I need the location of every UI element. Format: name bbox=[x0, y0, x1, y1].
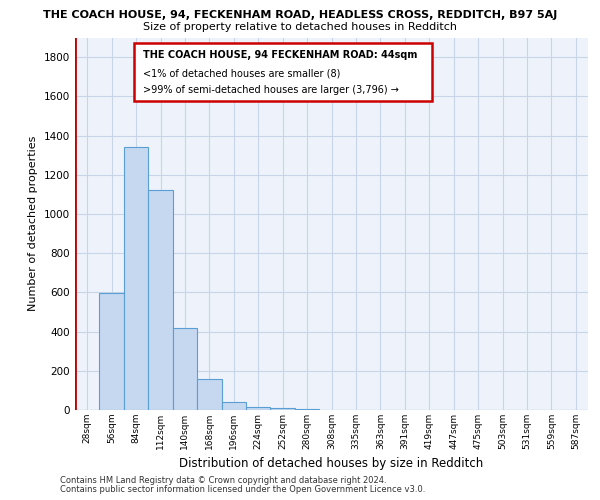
Bar bbox=[295, 409, 319, 410]
Text: Size of property relative to detached houses in Redditch: Size of property relative to detached ho… bbox=[143, 22, 457, 32]
Text: THE COACH HOUSE, 94, FECKENHAM ROAD, HEADLESS CROSS, REDDITCH, B97 5AJ: THE COACH HOUSE, 94, FECKENHAM ROAD, HEA… bbox=[43, 10, 557, 20]
Bar bbox=[271, 408, 295, 410]
Bar bbox=[197, 378, 221, 410]
Bar bbox=[100, 293, 124, 410]
X-axis label: Distribution of detached houses by size in Redditch: Distribution of detached houses by size … bbox=[179, 458, 484, 470]
Bar bbox=[148, 190, 173, 410]
Bar bbox=[246, 407, 271, 410]
Y-axis label: Number of detached properties: Number of detached properties bbox=[28, 136, 38, 312]
Text: Contains public sector information licensed under the Open Government Licence v3: Contains public sector information licen… bbox=[60, 484, 425, 494]
Bar bbox=[221, 402, 246, 410]
Text: Contains HM Land Registry data © Crown copyright and database right 2024.: Contains HM Land Registry data © Crown c… bbox=[60, 476, 386, 485]
Text: >99% of semi-detached houses are larger (3,796) →: >99% of semi-detached houses are larger … bbox=[143, 85, 399, 95]
Bar bbox=[173, 328, 197, 410]
Text: <1% of detached houses are smaller (8): <1% of detached houses are smaller (8) bbox=[143, 68, 341, 78]
FancyBboxPatch shape bbox=[134, 43, 431, 101]
Bar bbox=[124, 148, 148, 410]
Text: THE COACH HOUSE, 94 FECKENHAM ROAD: 44sqm: THE COACH HOUSE, 94 FECKENHAM ROAD: 44sq… bbox=[143, 50, 418, 60]
